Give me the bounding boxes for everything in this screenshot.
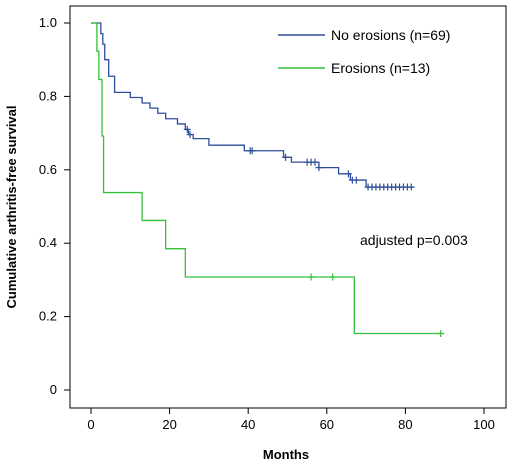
plot-frame (69, 5, 507, 409)
x-axis-ticks: 0 20 40 60 80 100 (87, 408, 495, 432)
censor-mark (407, 183, 415, 191)
x-tick-label: 60 (320, 417, 334, 432)
series-line-1 (91, 22, 441, 335)
x-tick-label: 0 (87, 417, 94, 432)
x-tick-label: 100 (473, 417, 495, 432)
p-value-annotation: adjusted p=0.003 (360, 232, 468, 248)
y-tick-label: 1.0 (39, 15, 57, 30)
censor-mark (248, 147, 256, 155)
censor-mark (282, 153, 290, 161)
y-tick-label: 0 (50, 382, 57, 397)
series-layer (91, 22, 445, 337)
legend-label-no-erosions: No erosions (n=69) (331, 27, 450, 43)
censor-mark (352, 176, 360, 184)
y-axis-title: Cumulative arthritis-free survival (4, 105, 19, 308)
censor-mark (344, 170, 352, 178)
y-tick-label: 0.8 (39, 88, 57, 103)
legend: No erosions (n=69) Erosions (n=13) (278, 27, 450, 76)
censor-mark (315, 164, 323, 172)
censor-mark (186, 131, 194, 139)
y-tick-label: 0.2 (39, 309, 57, 324)
x-tick-label: 20 (162, 417, 176, 432)
legend-label-erosions: Erosions (n=13) (331, 60, 430, 76)
y-tick-label: 0.6 (39, 162, 57, 177)
x-axis-title: Months (263, 447, 309, 462)
censor-mark (183, 125, 191, 133)
y-axis-ticks: 0 0.2 0.4 0.6 0.8 1.0 (39, 15, 70, 397)
censor-mark (437, 329, 445, 337)
y-tick-label: 0.4 (39, 235, 57, 250)
x-tick-label: 40 (241, 417, 255, 432)
censor-mark (329, 273, 337, 281)
x-tick-label: 80 (398, 417, 412, 432)
censor-mark (307, 273, 315, 281)
censor-mark (311, 158, 319, 166)
